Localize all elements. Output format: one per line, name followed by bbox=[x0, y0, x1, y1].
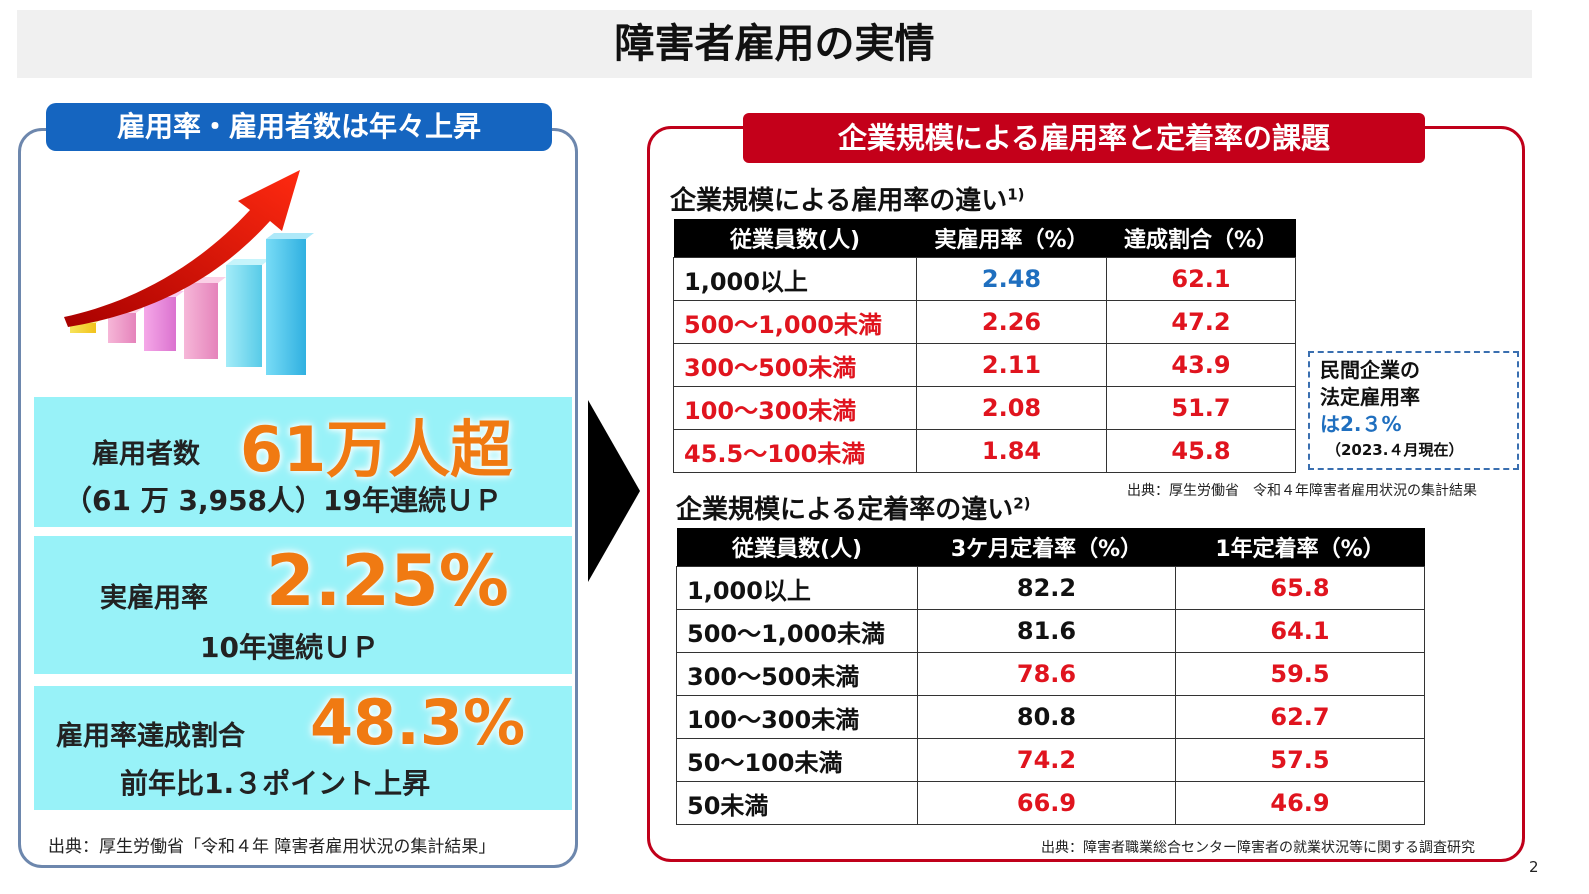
footnote-ref: 2) bbox=[1013, 494, 1031, 513]
right-panel-header: 企業規模による雇用率と定着率の課題 bbox=[743, 113, 1425, 163]
row-label: 300～500未満 bbox=[676, 652, 918, 696]
table-row: 1,000以上 2.48 62.1 bbox=[673, 257, 1296, 301]
stat-value: 48.3% bbox=[310, 686, 526, 759]
arrow-up-icon bbox=[64, 170, 300, 327]
note-date: （2023.４月現在） bbox=[1326, 441, 1464, 459]
table-row: 50～100未満 74.2 57.5 bbox=[676, 738, 1425, 782]
table-header-row: 従業員数(人) 3ケ月定着率（%） 1年定着率（%） bbox=[676, 528, 1425, 567]
row-label: 100～300未満 bbox=[673, 386, 917, 430]
table-row: 1,000以上 82.2 65.8 bbox=[676, 566, 1425, 610]
cell-value: 78.6 bbox=[917, 652, 1176, 696]
cell-value: 1.84 bbox=[916, 429, 1107, 473]
note-line: 民間企業の bbox=[1320, 358, 1420, 382]
cell-value: 2.48 bbox=[916, 257, 1107, 301]
cell-value: 82.2 bbox=[917, 566, 1176, 610]
stat-label: 実雇用率 bbox=[100, 583, 208, 614]
table-row: 500～1,000未満 2.26 47.2 bbox=[673, 300, 1296, 344]
stat-box-achievement-rate: 雇用率達成割合 48.3% 前年比1.３ポイント上昇 bbox=[34, 686, 572, 810]
row-label: 45.5～100未満 bbox=[673, 429, 917, 473]
cell-value: 59.5 bbox=[1175, 652, 1425, 696]
table-row: 500～1,000未満 81.6 64.1 bbox=[676, 609, 1425, 653]
table-row: 100～300未満 2.08 51.7 bbox=[673, 386, 1296, 430]
table-row: 300～500未満 78.6 59.5 bbox=[676, 652, 1425, 696]
stat-value: 61万人超 bbox=[240, 413, 513, 486]
page-number: 2 bbox=[1529, 858, 1539, 876]
employment-rate-table: 従業員数(人) 実雇用率（%） 達成割合（%） 1,000以上 2.48 62.… bbox=[673, 219, 1296, 473]
column-header: 3ケ月定着率（%） bbox=[917, 528, 1176, 567]
column-header: 達成割合（%） bbox=[1106, 219, 1296, 258]
cell-value: 47.2 bbox=[1106, 300, 1296, 344]
bar-6 bbox=[266, 233, 314, 375]
table-row: 45.5～100未満 1.84 45.8 bbox=[673, 429, 1296, 473]
legal-rate-note: 民間企業の 法定雇用率 は2.３% （2023.４月現在） bbox=[1308, 351, 1519, 470]
cell-value: 65.8 bbox=[1175, 566, 1425, 610]
left-panel-header: 雇用率・雇用者数は年々上昇 bbox=[46, 103, 552, 151]
stat-label: 雇用者数 bbox=[92, 439, 200, 470]
page-title: 障害者雇用の実情 bbox=[614, 21, 935, 67]
stat-box-employees: 雇用者数 61万人超 （61 万 3,958人）19年連続ＵＰ bbox=[34, 397, 572, 527]
row-label: 50未満 bbox=[676, 781, 918, 825]
table-row: 50未満 66.9 46.9 bbox=[676, 781, 1425, 825]
bar-5 bbox=[226, 259, 270, 367]
row-label: 1,000以上 bbox=[673, 257, 917, 301]
cell-value: 62.7 bbox=[1175, 695, 1425, 739]
cell-value: 66.9 bbox=[917, 781, 1176, 825]
stat-sub: 前年比1.３ポイント上昇 bbox=[120, 767, 431, 800]
column-header: 1年定着率（%） bbox=[1175, 528, 1425, 567]
row-label: 300～500未満 bbox=[673, 343, 917, 387]
column-header: 従業員数(人) bbox=[673, 219, 917, 258]
table-header-row: 従業員数(人) 実雇用率（%） 達成割合（%） bbox=[673, 219, 1296, 258]
cell-value: 46.9 bbox=[1175, 781, 1425, 825]
stat-box-employment-rate: 実雇用率 2.25% 10年連続ＵＰ bbox=[34, 536, 572, 674]
footnote-ref: 1) bbox=[1007, 185, 1025, 204]
table-row: 300～500未満 2.11 43.9 bbox=[673, 343, 1296, 387]
cell-value: 2.08 bbox=[916, 386, 1107, 430]
cell-value: 81.6 bbox=[917, 609, 1176, 653]
row-label: 50～100未満 bbox=[676, 738, 918, 782]
column-header: 従業員数(人) bbox=[676, 528, 918, 567]
table2-title: 企業規模による定着率の違い2) bbox=[676, 494, 1031, 525]
note-line: 法定雇用率 bbox=[1320, 385, 1420, 409]
cell-value: 2.26 bbox=[916, 300, 1107, 344]
cell-value: 64.1 bbox=[1175, 609, 1425, 653]
row-label: 500～1,000未満 bbox=[673, 300, 917, 344]
bar-4 bbox=[184, 277, 226, 359]
column-header: 実雇用率（%） bbox=[916, 219, 1107, 258]
growth-chart-illustration bbox=[64, 170, 314, 375]
stat-value: 2.25% bbox=[266, 540, 509, 622]
cell-value: 62.1 bbox=[1106, 257, 1296, 301]
note-rate: は2.３% bbox=[1320, 412, 1402, 436]
cell-value: 57.5 bbox=[1175, 738, 1425, 782]
cell-value: 45.8 bbox=[1106, 429, 1296, 473]
stat-label: 雇用率達成割合 bbox=[56, 721, 245, 752]
cell-value: 2.11 bbox=[916, 343, 1107, 387]
table1-source: 出典：厚生労働省 令和４年障害者雇用状況の集計結果 bbox=[1127, 483, 1477, 499]
table-row: 100～300未満 80.8 62.7 bbox=[676, 695, 1425, 739]
cell-value: 80.8 bbox=[917, 695, 1176, 739]
retention-rate-table: 従業員数(人) 3ケ月定着率（%） 1年定着率（%） 1,000以上 82.2 … bbox=[676, 528, 1425, 825]
stat-sub: 10年連続ＵＰ bbox=[200, 631, 379, 664]
cell-value: 43.9 bbox=[1106, 343, 1296, 387]
title-bar: 障害者雇用の実情 bbox=[17, 10, 1532, 78]
row-label: 500～1,000未満 bbox=[676, 609, 918, 653]
cell-value: 74.2 bbox=[917, 738, 1176, 782]
left-source: 出典：厚生労働省「令和４年 障害者雇用状況の集計結果」 bbox=[48, 837, 496, 857]
table2-source: 出典：障害者職業総合センター障害者の就業状況等に関する調査研究 bbox=[1041, 840, 1475, 856]
chevron-right-icon bbox=[588, 400, 640, 582]
row-label: 100～300未満 bbox=[676, 695, 918, 739]
row-label: 1,000以上 bbox=[676, 566, 918, 610]
table1-title: 企業規模による雇用率の違い1) bbox=[670, 185, 1025, 216]
stat-sub: （61 万 3,958人）19年連続ＵＰ bbox=[64, 484, 502, 517]
cell-value: 51.7 bbox=[1106, 386, 1296, 430]
